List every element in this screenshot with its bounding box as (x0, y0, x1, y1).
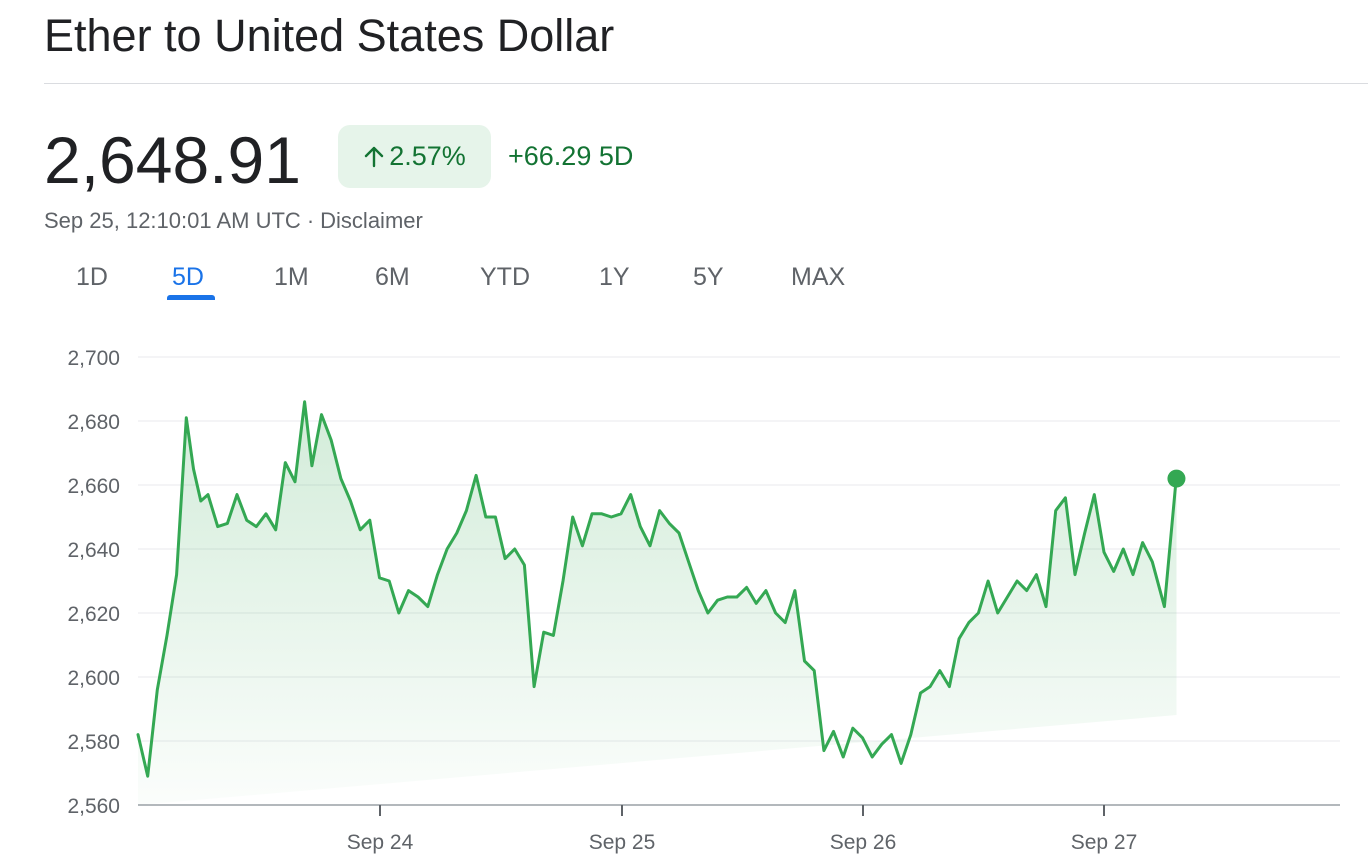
quote-timestamp-row: Sep 25, 12:10:01 AM UTC · Disclaimer (44, 206, 423, 236)
price-chart[interactable]: 2,700 2,680 2,660 2,640 2,620 2,600 2,580 2,560… (0, 330, 1368, 868)
x-tick-label: Sep 25 (589, 831, 656, 854)
page-title: Ether to United States Dollar (44, 10, 615, 61)
price-line (136, 400, 1178, 778)
x-tick-label: Sep 27 (1071, 831, 1138, 854)
change-percent-badge: 2.57% (338, 125, 491, 188)
quote-timestamp: Sep 25, 12:10:01 AM UTC (44, 208, 301, 233)
separator: · (306, 208, 315, 233)
tab-5d-active-indicator (167, 295, 215, 300)
tab-1m[interactable]: 1M (274, 263, 309, 291)
tab-5y[interactable]: 5Y (693, 263, 724, 291)
y-tick-label: 2,620 (67, 603, 120, 626)
y-tick-label: 2,660 (67, 475, 120, 498)
tab-1d[interactable]: 1D (76, 263, 108, 291)
change-percent-value: 2.57% (389, 141, 466, 171)
current-price-dot (1167, 469, 1186, 488)
tab-max[interactable]: MAX (791, 263, 846, 291)
arrow-up-icon (363, 145, 385, 169)
tab-5d[interactable]: 5D (172, 263, 204, 291)
x-tick-label: Sep 24 (347, 831, 414, 854)
y-tick-label: 2,600 (67, 667, 120, 690)
price-area-fill (138, 401, 1177, 805)
disclaimer-link[interactable]: Disclaimer (320, 208, 423, 233)
change-absolute: +66.29 5D (508, 141, 634, 171)
y-tick-label: 2,700 (67, 347, 120, 370)
tab-ytd[interactable]: YTD (480, 263, 530, 291)
x-tick-label: Sep 26 (830, 831, 897, 854)
y-tick-label: 2,580 (67, 731, 120, 754)
current-price: 2,648.91 (44, 123, 301, 197)
y-tick-label: 2,560 (67, 795, 120, 818)
tab-6m[interactable]: 6M (375, 263, 410, 291)
y-tick-label: 2,640 (67, 539, 120, 562)
header-divider (44, 83, 1368, 84)
tab-1y[interactable]: 1Y (599, 263, 630, 291)
y-tick-label: 2,680 (67, 411, 120, 434)
